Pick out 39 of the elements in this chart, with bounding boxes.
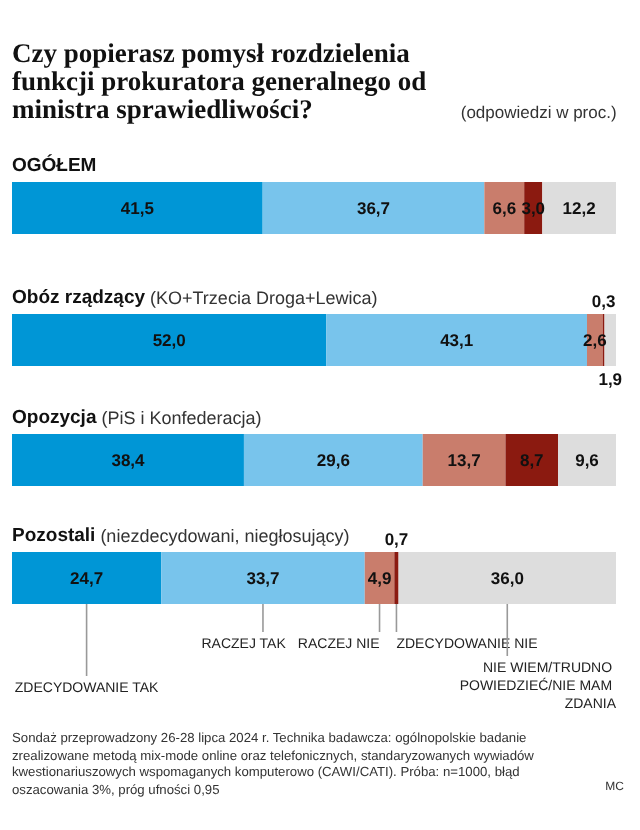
data-label: 8,7 bbox=[519, 450, 545, 470]
data-label: 33,7 bbox=[246, 568, 281, 588]
bar bbox=[12, 552, 162, 604]
data-label: 12,2 bbox=[562, 198, 597, 218]
bar bbox=[505, 434, 559, 486]
bar bbox=[422, 434, 506, 486]
bar bbox=[398, 552, 616, 604]
data-label: 6,6 bbox=[492, 198, 517, 218]
bar bbox=[12, 182, 263, 234]
data-label: 36,7 bbox=[356, 198, 391, 218]
bar bbox=[484, 182, 525, 234]
bar bbox=[542, 182, 616, 234]
y-tick-label: Obóz rządzący (KO+Trzecia Droga+Lewica) bbox=[12, 287, 378, 309]
chart-title: Czy popierasz pomysł rozdzielenia funkcji prokuratora generalnego od ministra sprawiedliwości? bbox=[12, 38, 429, 124]
bar bbox=[243, 434, 423, 486]
chart-subtitle: (odpowiedzi w proc.) bbox=[458, 102, 617, 122]
data-label: 24,7 bbox=[70, 568, 104, 588]
bar bbox=[558, 434, 616, 486]
y-tick-label: Opozycja (PiS i Konfederacja) bbox=[12, 407, 262, 429]
data-label: 4,9 bbox=[367, 568, 392, 588]
y-tick-label: Pozostali (niezdecydowani, niegłosujący) bbox=[12, 525, 350, 547]
bar bbox=[604, 314, 616, 366]
data-label: 9,6 bbox=[575, 450, 600, 470]
data-label: 43,1 bbox=[440, 330, 474, 350]
data-label: 41,5 bbox=[120, 198, 155, 218]
bar bbox=[161, 552, 365, 604]
data-label: 0,7 bbox=[384, 529, 409, 549]
y-tick-label: OGÓŁEM bbox=[12, 153, 97, 177]
data-label: 52,0 bbox=[152, 330, 187, 350]
bar bbox=[326, 314, 587, 366]
data-label: 0,3 bbox=[591, 291, 616, 311]
bar bbox=[262, 182, 485, 234]
data-label: 1,9 bbox=[598, 369, 623, 389]
bar bbox=[12, 434, 244, 486]
data-label: 13,7 bbox=[447, 450, 482, 470]
data-label: 36,0 bbox=[490, 568, 525, 588]
bar bbox=[12, 314, 327, 366]
data-label: 29,6 bbox=[316, 450, 351, 470]
data-label: 38,4 bbox=[111, 450, 146, 470]
